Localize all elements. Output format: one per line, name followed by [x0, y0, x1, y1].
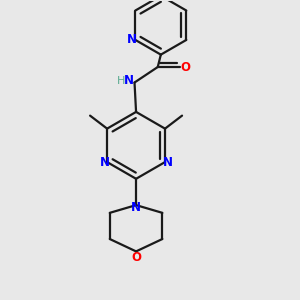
- Text: N: N: [124, 74, 134, 88]
- Text: O: O: [131, 251, 141, 264]
- Text: N: N: [100, 156, 110, 169]
- Text: H: H: [117, 76, 126, 86]
- Text: N: N: [163, 156, 172, 169]
- Text: N: N: [131, 201, 141, 214]
- Text: O: O: [181, 61, 190, 74]
- Text: N: N: [127, 33, 137, 46]
